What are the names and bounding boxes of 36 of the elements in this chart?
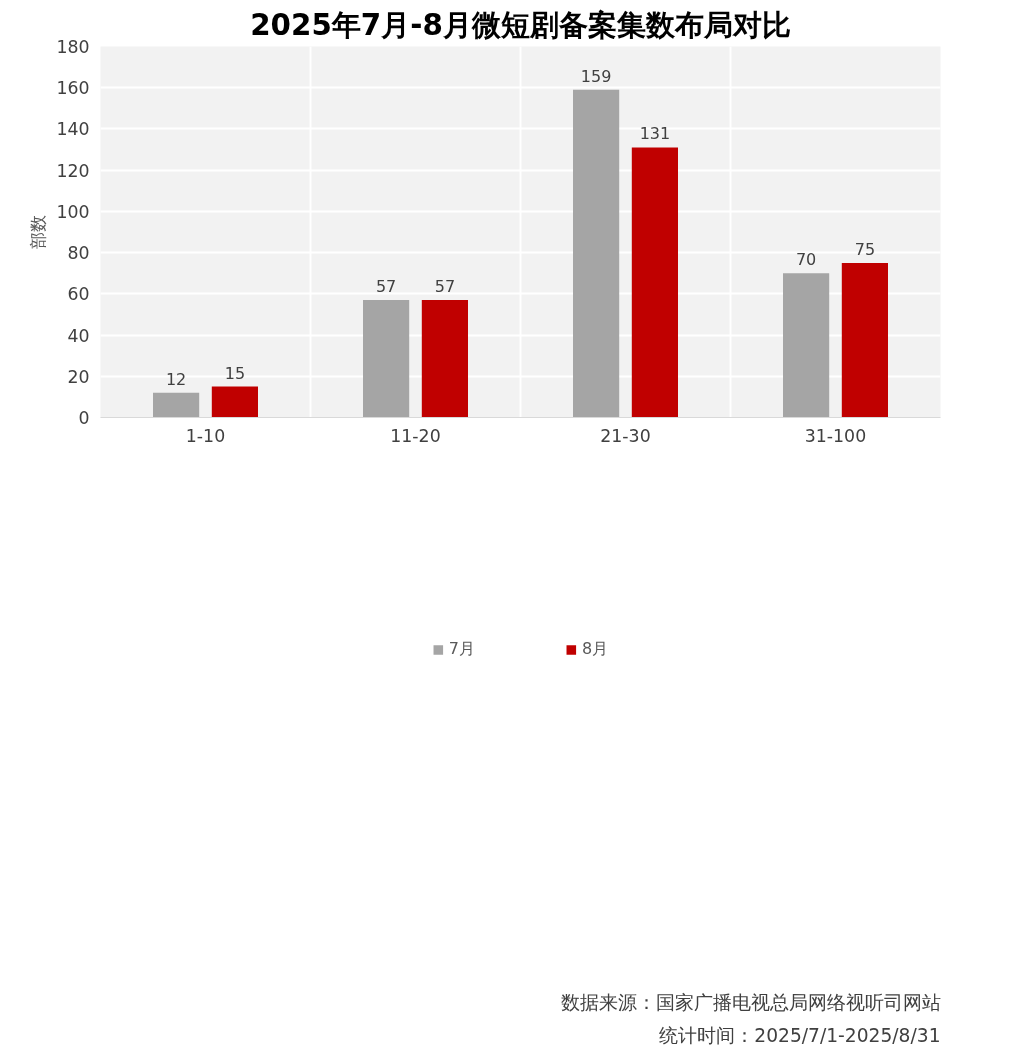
x-tick-label: 21-30 xyxy=(600,425,651,446)
bar xyxy=(631,147,678,418)
bar xyxy=(421,300,468,418)
data-label: 57 xyxy=(375,277,397,297)
y-tick-label: 180 xyxy=(56,37,90,57)
y-tick-label: 140 xyxy=(56,119,90,140)
bar xyxy=(573,89,620,418)
y-tick-label: 40 xyxy=(67,325,90,346)
y-axis-title: 部数 xyxy=(28,215,49,249)
data-label: 57 xyxy=(434,277,456,297)
y-tick-label: 120 xyxy=(56,160,90,181)
text: 统计时间：2025/7/1-2025/8/31 xyxy=(659,1024,941,1046)
data-label: 131 xyxy=(639,124,671,144)
bar xyxy=(211,386,258,418)
data-label: 75 xyxy=(854,239,876,259)
source-note: 数据来源：国家广播电视总局网络视听司网站 xyxy=(560,991,941,1013)
data-label: 70 xyxy=(795,250,817,270)
bar xyxy=(841,262,888,418)
x-tick-label: 11-20 xyxy=(390,425,441,446)
data-label: 159 xyxy=(580,66,612,86)
bar xyxy=(363,300,410,418)
legend-label: 8月 xyxy=(582,638,609,660)
data-label: 12 xyxy=(165,369,187,389)
legend-label: 7月 xyxy=(448,638,475,660)
y-tick-label: 160 xyxy=(56,78,90,99)
bar xyxy=(153,392,200,418)
x-tick-label: 1-10 xyxy=(185,425,226,446)
bar xyxy=(783,273,830,418)
chart-title: 2025年7月-8月微短剧备案集数布局对比 xyxy=(250,7,791,42)
y-tick-label: 0 xyxy=(78,408,90,428)
y-tick-label: 100 xyxy=(56,201,90,222)
y-tick-label: 60 xyxy=(67,284,90,305)
y-tick-label: 20 xyxy=(67,366,90,387)
x-tick-label: 31-100 xyxy=(804,425,867,446)
data-label: 15 xyxy=(224,363,246,383)
y-tick-label: 80 xyxy=(67,243,90,264)
